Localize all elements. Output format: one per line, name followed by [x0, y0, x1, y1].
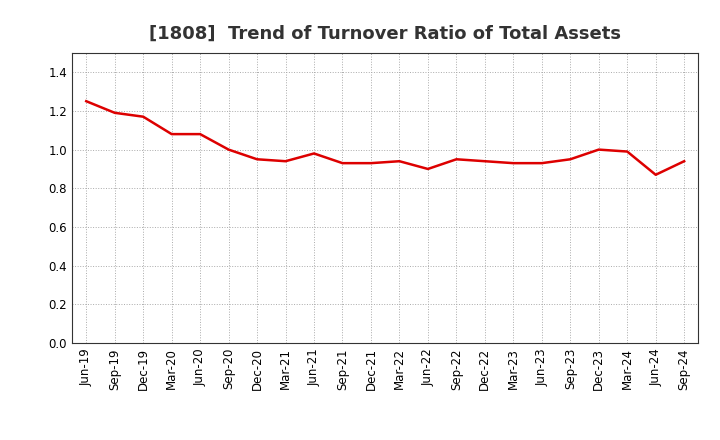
Title: [1808]  Trend of Turnover Ratio of Total Assets: [1808] Trend of Turnover Ratio of Total … [149, 25, 621, 43]
